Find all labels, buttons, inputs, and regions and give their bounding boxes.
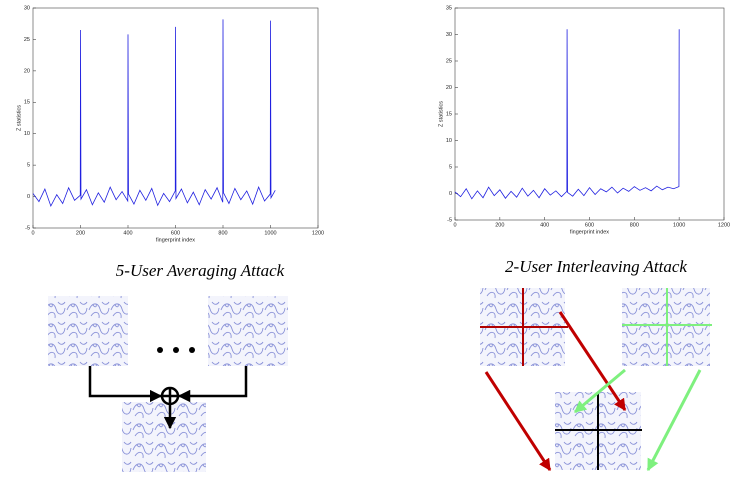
averaging-diagram xyxy=(48,296,288,472)
y-tick-label: 25 xyxy=(24,37,30,43)
arrow xyxy=(88,366,163,403)
arrow xyxy=(484,371,552,472)
arrow xyxy=(558,311,627,412)
x-tick-label: 600 xyxy=(585,222,594,228)
x-tick-label: 400 xyxy=(123,230,132,236)
fingerprint-image xyxy=(122,402,206,472)
x-tick-label: 800 xyxy=(218,230,227,236)
data-line xyxy=(32,19,276,208)
arrow xyxy=(646,369,702,472)
arrow xyxy=(177,366,248,403)
y-tick-label: 10 xyxy=(24,131,30,137)
y-tick-label: 20 xyxy=(24,68,30,74)
fingerprint-image xyxy=(48,296,128,366)
x-axis-label: fingerprint index xyxy=(570,229,609,235)
y-axis-label: Z statistics xyxy=(438,101,444,127)
fingerprint-image xyxy=(208,296,288,366)
y-tick-label: 0 xyxy=(27,194,30,200)
partition-lines xyxy=(622,288,712,366)
y-tick-label: 35 xyxy=(446,5,452,11)
y-tick-label: 30 xyxy=(446,32,452,38)
x-tick-label: 200 xyxy=(495,222,504,228)
partition-lines xyxy=(480,288,568,366)
caption: 5-User Averaging Attack xyxy=(116,261,285,280)
y-tick-label: 25 xyxy=(446,58,452,64)
x-tick-label: 600 xyxy=(171,230,180,236)
y-tick-label: 5 xyxy=(27,163,30,169)
y-tick-label: -5 xyxy=(447,217,452,223)
x-tick-label: 1000 xyxy=(264,230,276,236)
sum-operator xyxy=(162,388,178,404)
x-tick-label: 400 xyxy=(540,222,549,228)
y-tick-label: 0 xyxy=(449,191,452,197)
arrow xyxy=(574,368,626,414)
y-tick-label: 15 xyxy=(446,111,452,117)
y-tick-label: 20 xyxy=(446,85,452,91)
x-tick-label: 0 xyxy=(31,230,34,236)
y-tick-label: 10 xyxy=(446,138,452,144)
caption: 2-User Interleaving Attack xyxy=(505,257,687,276)
x-tick-label: 0 xyxy=(453,222,456,228)
y-axis-label: Z statistics xyxy=(16,105,22,131)
y-tick-label: 15 xyxy=(24,100,30,106)
x-tick-label: 1000 xyxy=(673,222,685,228)
x-tick-label: 1200 xyxy=(312,230,324,236)
partition-lines xyxy=(555,392,642,470)
x-axis-label: fingerprint index xyxy=(156,237,195,243)
ellipsis xyxy=(157,347,195,353)
data-line xyxy=(454,29,680,200)
charts: 0 200 400 600 800 1000 1200-5051015202530finge… xyxy=(16,5,730,243)
y-tick-label: 30 xyxy=(24,5,30,11)
interleaving-diagram xyxy=(480,288,712,472)
x-tick-label: 800 xyxy=(630,222,639,228)
x-tick-label: 200 xyxy=(76,230,85,236)
y-tick-label: -5 xyxy=(25,225,30,231)
y-tick-label: 5 xyxy=(449,164,452,170)
x-tick-label: 1200 xyxy=(718,222,730,228)
